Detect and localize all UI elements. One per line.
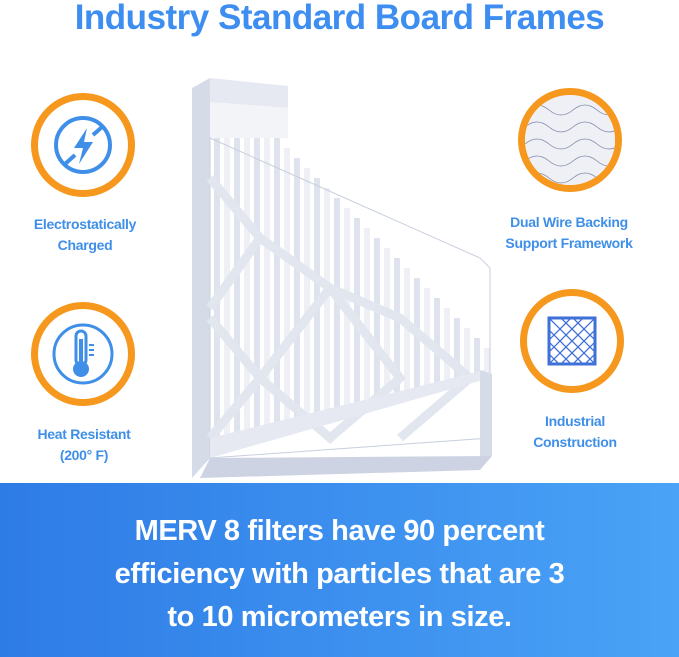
- pleat: [374, 238, 380, 402]
- pleat: [264, 138, 270, 427]
- dual-wire-badge: [518, 88, 622, 192]
- pleat: [274, 138, 280, 425]
- diamond-grid-icon: [547, 316, 597, 366]
- label-line: Industrial: [544, 413, 605, 429]
- pleat: [244, 138, 250, 432]
- pleat: [354, 218, 360, 406]
- pleat: [284, 148, 290, 422]
- industrial-badge: [520, 289, 624, 393]
- feature-label-industrial: Industrial Construction: [490, 411, 660, 453]
- pleat: [214, 138, 220, 438]
- label-line: Construction: [533, 434, 617, 450]
- wire-mesh-photo-icon: [525, 95, 615, 185]
- air-filter-image: [192, 78, 492, 478]
- pleat: [434, 298, 440, 388]
- electrostatic-badge: [31, 93, 135, 197]
- pleat: [324, 188, 330, 413]
- lightning-no-static-icon: [54, 116, 112, 174]
- pleat: [404, 268, 410, 395]
- pleat: [384, 248, 390, 399]
- banner-line: MERV 8 filters have 90 percent: [134, 515, 545, 547]
- label-line: (200° F): [59, 447, 109, 463]
- pleat: [444, 308, 450, 386]
- page-title: Industry Standard Board Frames: [74, 0, 605, 37]
- merv-info-banner: MERV 8 filters have 90 percent efficienc…: [0, 483, 679, 657]
- pleat: [234, 138, 240, 434]
- pleat: [464, 328, 470, 381]
- heat-resistant-badge: [31, 302, 135, 406]
- label-line: Dual Wire Backing: [510, 214, 628, 230]
- feature-label-dual-wire: Dual Wire Backing Support Framework: [484, 212, 654, 254]
- pleat: [254, 138, 260, 429]
- feature-label-heat: Heat Resistant (200° F): [0, 424, 169, 466]
- pleat: [394, 258, 400, 397]
- pleat: [314, 178, 320, 415]
- label-line: Support Framework: [505, 235, 633, 251]
- pleat: [454, 318, 460, 383]
- banner-text: MERV 8 filters have 90 percent efficienc…: [0, 510, 679, 639]
- pleat: [474, 338, 480, 379]
- label-line: Heat Resistant: [37, 426, 131, 442]
- label-line: Charged: [57, 237, 113, 253]
- banner-line: efficiency with particles that are 3: [114, 558, 565, 590]
- thermometer-icon: [52, 323, 114, 385]
- pleat: [484, 348, 490, 376]
- pleat: [364, 228, 370, 404]
- pleat: [294, 158, 300, 420]
- pleat: [304, 168, 310, 418]
- label-line: Electrostatically: [33, 216, 137, 232]
- banner-line: to 10 micrometers in size.: [167, 601, 512, 633]
- feature-label-electrostatic: Electrostatically Charged: [0, 214, 170, 256]
